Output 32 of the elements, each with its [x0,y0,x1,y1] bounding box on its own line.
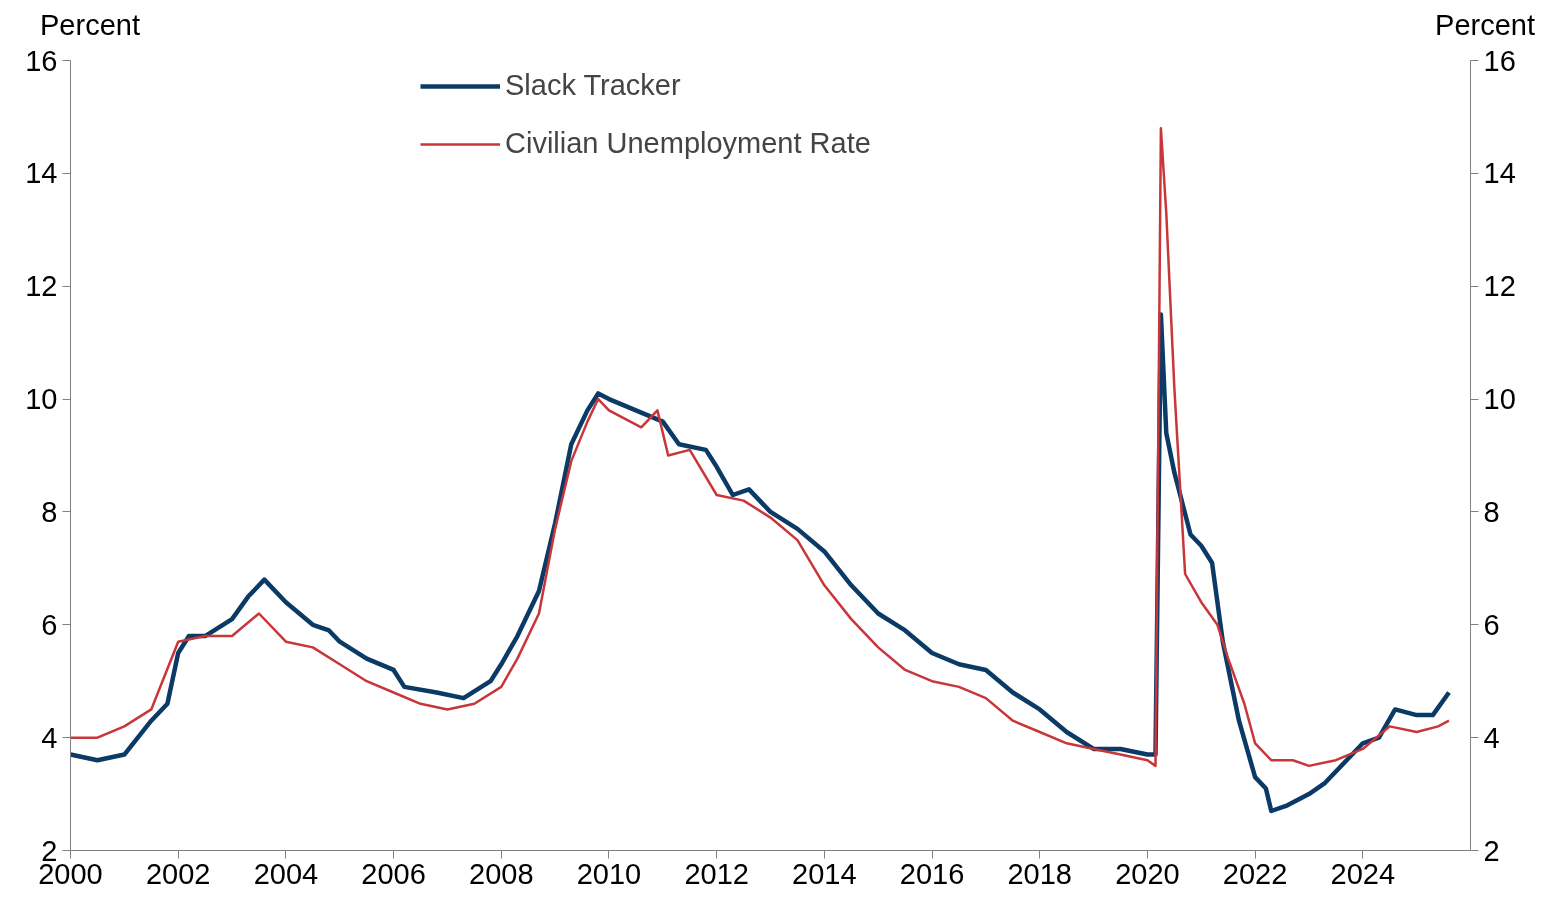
y2-tick-label: 14 [1483,157,1516,190]
line-series [70,126,1451,768]
y-tick-label: 10 [25,383,58,416]
y2-tick-label: 12 [1483,270,1516,303]
x-tick-label: 2006 [361,857,426,890]
x-tick-label: 2010 [576,857,642,890]
y2-tick-label: 10 [1483,383,1516,416]
y-tick-label: 8 [41,495,58,528]
x-tick-label: 2024 [1330,857,1396,890]
y-tick-label: 12 [25,270,58,303]
y2-tick-label: 16 [1483,44,1516,77]
x-tick-label: 2014 [792,857,857,890]
y-axis-title: Percent [40,8,140,43]
y-tick-label: 14 [25,157,58,190]
x-tick-label: 2004 [253,857,319,890]
y2-axis-title: Percent [1435,8,1535,43]
y-tick-label: 6 [41,608,58,641]
legend-label: Slack Tracker [505,69,681,102]
y2-tick-label: 8 [1483,495,1500,528]
x-tick-label: 2018 [1007,857,1072,890]
y2-tick-label: 6 [1483,608,1500,641]
legend-label: Civilian Unemployment Rate [505,127,871,160]
y-tick-label: 16 [25,44,58,77]
x-tick-label: 2022 [1222,857,1288,890]
x-tick-label: 2002 [145,857,211,890]
y2-tick-label: 4 [1483,721,1500,754]
x-tick-label: 2016 [899,857,965,890]
x-tick-label: 2008 [469,857,534,890]
x-tick-label: 2012 [684,857,749,890]
x-tick-label: 2020 [1115,857,1180,890]
y2-tick-label: 2 [1483,834,1500,867]
y-tick-label: 4 [41,721,58,754]
